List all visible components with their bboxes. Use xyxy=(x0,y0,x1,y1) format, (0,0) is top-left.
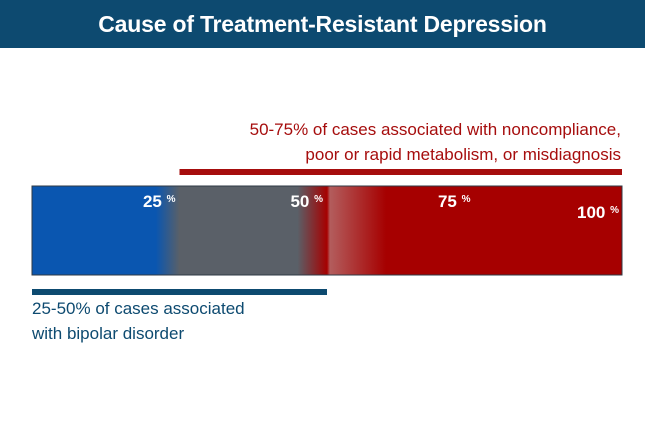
chart-title: Cause of Treatment-Resistant Depression xyxy=(0,0,645,48)
annotation-top-line-2: poor or rapid metabolism, or misdiagnosi… xyxy=(305,145,621,164)
tick-label-25: 25 % xyxy=(143,192,176,211)
annotation-bottom: 25-50% of cases associated with bipolar … xyxy=(32,296,245,346)
annotation-top-line-1: 50-75% of cases associated with noncompl… xyxy=(249,120,621,139)
tick-label-100: 100 % xyxy=(577,203,619,222)
tick-labels: 25 % 50 % 75 % 100 % xyxy=(143,192,619,222)
annotation-bottom-line-1: 25-50% of cases associated xyxy=(32,299,245,318)
tick-label-75: 75 % xyxy=(438,192,471,211)
range-line-bottom xyxy=(32,289,327,295)
range-line-top xyxy=(179,169,622,175)
tick-label-50: 50 % xyxy=(290,192,323,211)
annotation-top: 50-75% of cases associated with noncompl… xyxy=(250,117,621,167)
annotation-bottom-line-2: with bipolar disorder xyxy=(32,324,185,343)
bar-track xyxy=(31,185,623,276)
